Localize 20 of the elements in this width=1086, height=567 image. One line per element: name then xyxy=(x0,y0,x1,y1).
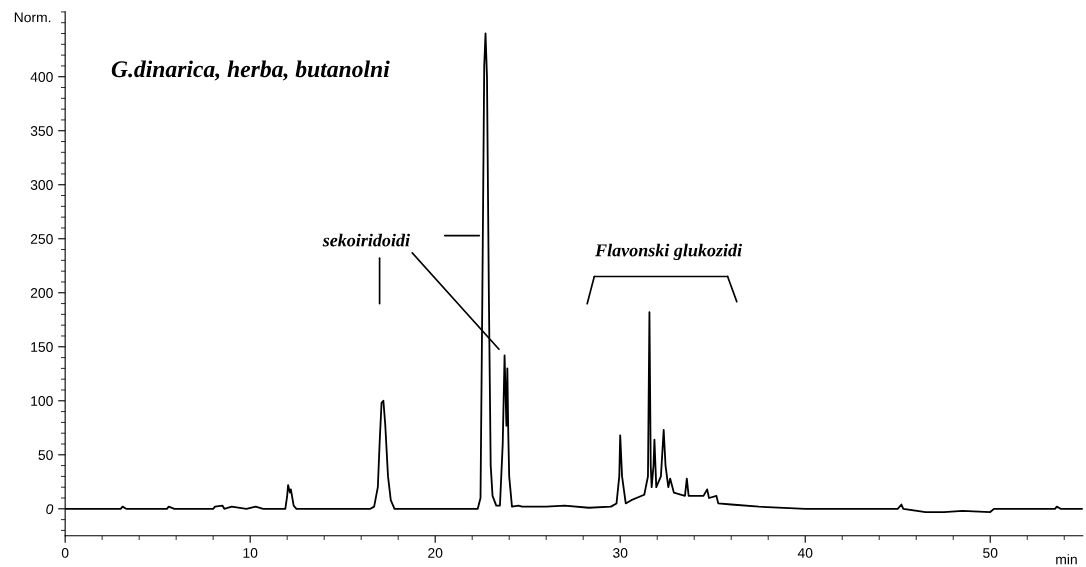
y-axis-title: Norm. xyxy=(14,12,51,23)
y-tick-label: 0 xyxy=(46,504,54,514)
x-tick-label: 40 xyxy=(797,547,813,558)
x-tick-label: 0 xyxy=(61,547,69,558)
y-tick-label: 50 xyxy=(38,450,53,460)
annotation: Flavonski glukozidi xyxy=(595,243,742,261)
y-tick-label: 350 xyxy=(30,126,53,136)
y-tick-label: 400 xyxy=(30,72,53,82)
y-tick-label: 200 xyxy=(30,288,53,298)
y-tick-label: 250 xyxy=(30,234,53,244)
x-axis-title: min xyxy=(1056,554,1077,565)
y-tick-label: 300 xyxy=(30,180,53,190)
x-tick-label: 10 xyxy=(243,547,258,558)
x-tick-label: 50 xyxy=(983,547,998,558)
y-tick-label: 150 xyxy=(31,342,53,352)
x-tick-label: 30 xyxy=(613,547,628,558)
x-tick-label: 20 xyxy=(428,547,443,558)
annotation: sekoiridoidi xyxy=(322,233,410,247)
text: G.dinarica, herba, butanolni xyxy=(111,60,390,81)
y-tick-label: 100 xyxy=(31,396,53,406)
